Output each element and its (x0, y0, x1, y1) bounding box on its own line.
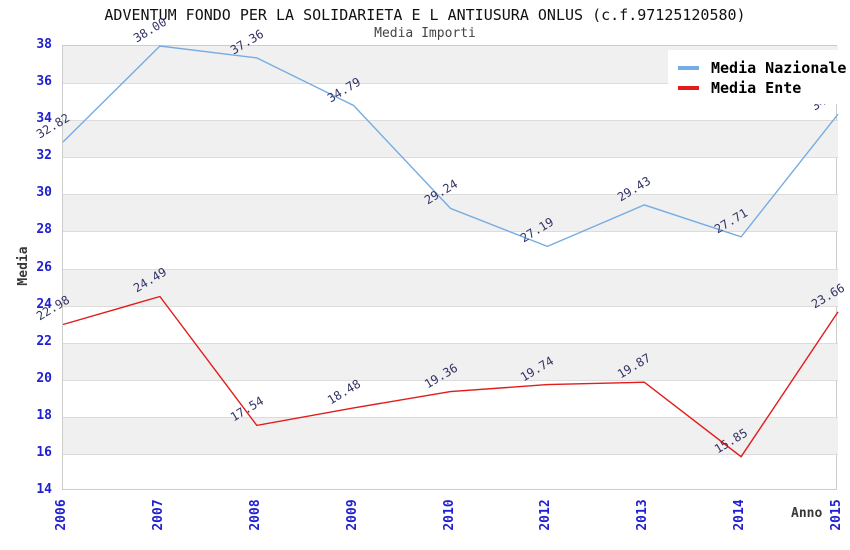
x-axis-tick-label: 2012 (538, 499, 554, 531)
series-line-1 (62, 295, 839, 458)
y-axis-tick-label: 16 (36, 444, 52, 460)
legend-label: Media Ente (711, 79, 802, 97)
y-axis-tick-label: 26 (36, 259, 52, 275)
gridline (63, 83, 838, 85)
grid-band (63, 342, 838, 380)
gridline (63, 268, 838, 270)
x-axis-tick-label: 2006 (54, 499, 69, 531)
x-axis-tick-label: 2010 (441, 499, 457, 531)
y-axis-tick-label: 30 (36, 185, 52, 201)
x-axis-tick-label: 2008 (247, 499, 263, 531)
gridline (63, 342, 838, 344)
media-nazionale-swatch-icon (678, 66, 699, 70)
y-axis-tick-label: 28 (36, 222, 52, 238)
x-axis-tick-label: 2015 (829, 499, 844, 531)
x-axis-tick-label: 2014 (732, 499, 748, 531)
y-axis-tick-label: 34 (36, 111, 52, 127)
series-line-0 (62, 45, 839, 248)
grid-band (63, 194, 838, 232)
x-axis-tick-label: 2007 (150, 499, 166, 531)
gridline (63, 379, 838, 381)
x-axis-label: Anno (791, 506, 823, 521)
y-axis-tick-label: 36 (36, 74, 52, 90)
grid-band (63, 268, 838, 306)
media-ente-swatch-icon (678, 86, 699, 90)
series-lines (62, 45, 839, 458)
y-axis-tick-label: 18 (36, 407, 52, 423)
legend: Media Nazionale Media Ente (668, 50, 846, 104)
x-axis-tick-label: 2013 (635, 499, 651, 531)
y-axis-tick-label: 14 (36, 482, 52, 497)
legend-item-media-ente: Media Ente (678, 78, 836, 98)
grid-band (63, 416, 838, 454)
x-axis-tick-label: 2009 (344, 499, 360, 531)
legend-label: Media Nazionale (711, 59, 847, 77)
grid-band (63, 120, 838, 158)
gridline (63, 416, 838, 418)
y-axis-tick-label: 32 (36, 148, 52, 164)
plot-area: 32.82 38.00 37.36 34.79 29.24 27.19 29.43 27.71… (34, 15, 847, 490)
chart-title: ADVENTUM FONDO PER LA SOLIDARIETA E L AN… (104, 6, 746, 24)
y-axis-tick-label: 24 (36, 296, 52, 312)
gridline (63, 453, 838, 455)
gridline (63, 305, 838, 307)
y-axis-tick-label: 38 (36, 37, 52, 52)
y-axis-tick-label: 22 (36, 333, 52, 349)
y-axis-tick-label: 20 (36, 370, 52, 386)
gridline (63, 120, 838, 122)
chart-subtitle: Media Importi (374, 26, 476, 41)
gridline (63, 194, 838, 196)
legend-item-media-nazionale: Media Nazionale (678, 58, 846, 78)
gridline (63, 157, 838, 159)
gridline (63, 231, 838, 233)
